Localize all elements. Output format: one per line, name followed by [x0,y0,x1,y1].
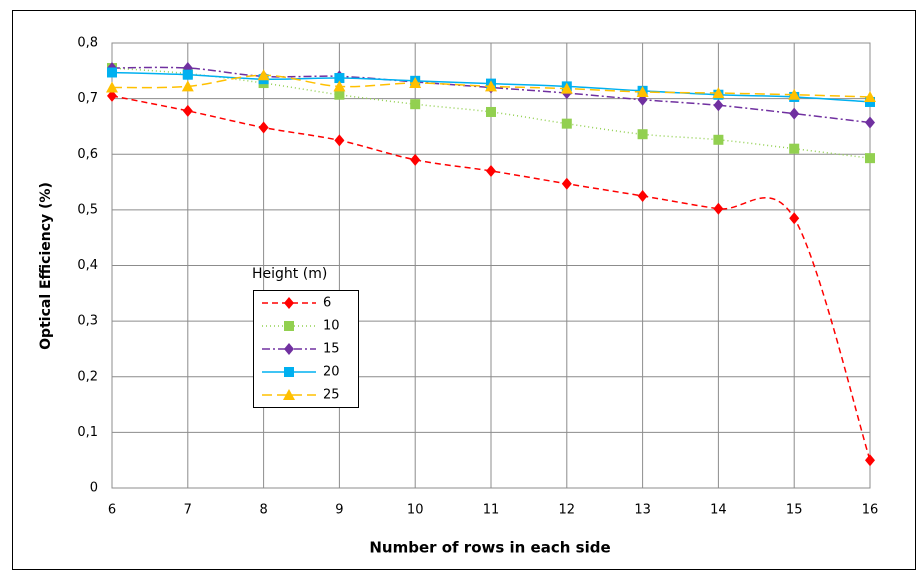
y-axis-label: Optical Efficiency (%) [38,182,54,350]
marker [561,177,572,190]
marker [789,107,800,120]
marker [410,153,421,166]
marker [284,343,294,355]
x-tick-label: 12 [559,503,576,518]
marker [284,321,294,331]
marker [485,80,497,92]
marker [713,202,724,215]
y-tick-label: 0,4 [77,258,98,273]
marker [864,90,876,102]
x-tick-label: 8 [259,503,267,518]
series-line [111,95,871,461]
legend-label: 10 [323,319,340,334]
marker [257,69,270,81]
marker [410,99,421,110]
marker [334,89,345,100]
marker [713,134,724,145]
marker [560,82,573,94]
x-tick-label: 13 [634,503,651,518]
x-tick-label: 7 [184,503,192,518]
marker [333,80,346,92]
x-axis-label: Number of rows in each side [369,539,610,557]
plot-border [111,42,871,489]
marker [561,118,572,129]
marker [334,134,345,147]
marker [865,153,875,164]
marker [789,143,800,154]
marker [284,297,294,309]
marker [182,69,193,80]
marker [486,164,496,177]
x-tick-label: 10 [407,503,424,518]
marker [637,129,648,140]
x-tick-label: 11 [483,503,500,518]
x-tick-label: 6 [108,503,116,518]
legend-label: 25 [323,388,340,403]
marker [712,87,725,99]
x-tick-label: 15 [786,503,803,518]
marker [865,454,875,467]
marker [637,189,648,202]
marker [486,106,496,117]
marker [865,116,875,129]
legend-label: 20 [323,365,340,380]
y-tick-label: 0,6 [77,147,98,162]
marker [181,80,194,92]
marker [258,121,269,134]
y-tick-label: 0,1 [77,425,98,440]
marker [284,367,294,377]
marker [106,81,118,93]
marker [182,104,193,117]
marker [865,96,875,107]
x-tick-label: 9 [335,503,343,518]
marker [283,389,295,400]
marker [107,67,117,78]
x-tick-label: 16 [862,503,879,518]
marker [636,85,649,97]
y-tick-label: 0 [90,481,98,496]
legend-label: 15 [323,342,340,357]
y-tick-label: 0,5 [77,202,98,217]
y-tick-label: 0,2 [77,369,98,384]
y-tick-label: 0,7 [77,91,98,106]
marker [788,88,801,100]
marker [409,77,422,89]
chart-frame [12,10,916,570]
y-tick-label: 0,3 [77,314,98,329]
legend-title: Height (m) [252,266,327,282]
x-tick-label: 14 [710,503,727,518]
y-tick-label: 0,8 [77,36,98,51]
marker [107,89,117,102]
marker [713,99,724,112]
legend-label: 6 [323,296,331,311]
marker [334,73,345,84]
marker [789,212,800,225]
